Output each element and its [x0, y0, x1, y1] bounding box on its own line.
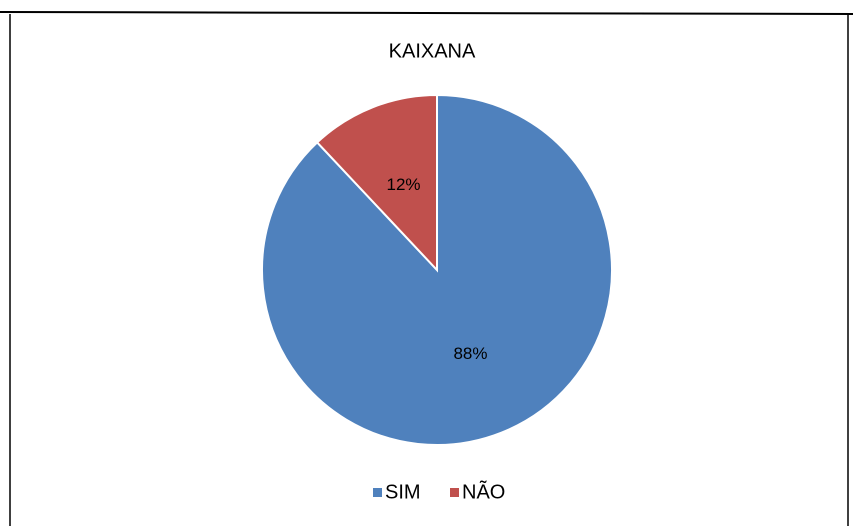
top-rule — [0, 11, 853, 15]
chart-title: KAIXANA — [389, 40, 476, 62]
pie-slice — [315, 93, 438, 273]
legend-swatch — [450, 488, 459, 497]
data-label: 88% — [453, 344, 487, 363]
data-label: 12% — [386, 175, 420, 194]
legend-label: NÃO — [462, 479, 505, 503]
legend-swatch — [373, 488, 382, 497]
legend-label: SIM — [385, 481, 421, 503]
